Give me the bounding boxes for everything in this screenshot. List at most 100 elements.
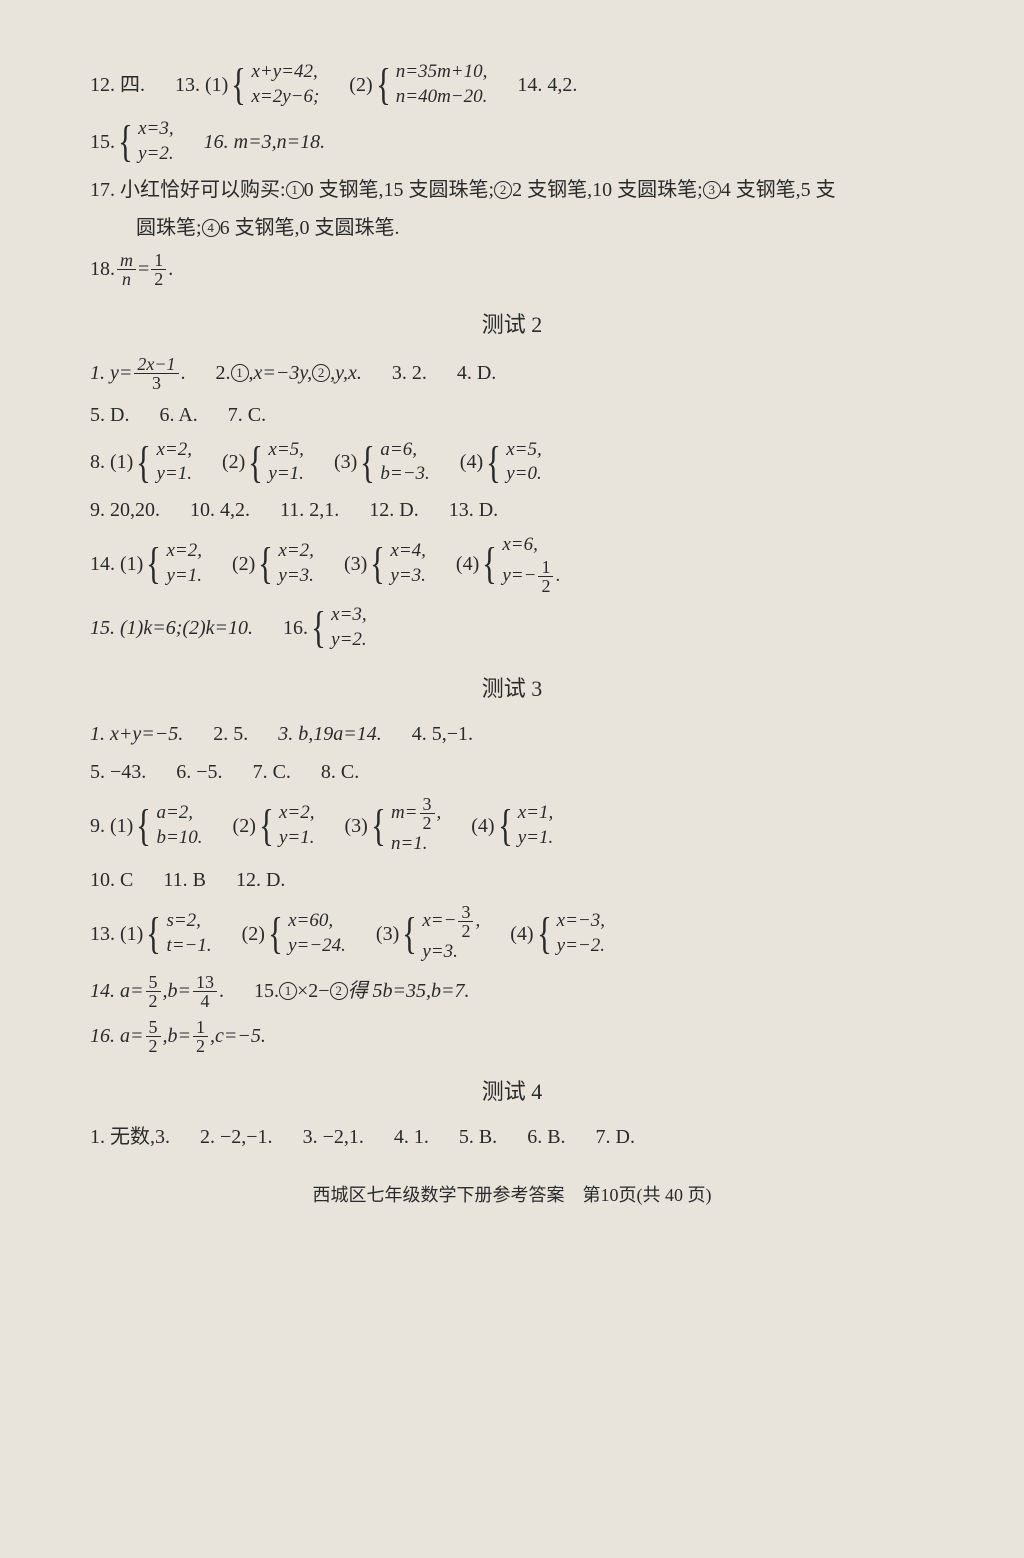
q14-4: (4) { x=6, y=− 1 2 . (456, 533, 560, 595)
brace-content: x=5, y=1. (268, 438, 304, 487)
t2-q9: 9. 20,20. (90, 495, 160, 525)
q8-3: (3) { a=6, b=−3. (334, 438, 430, 487)
eq-bot: y=−24. (288, 934, 346, 959)
brace-content: a=2, b=10. (156, 801, 202, 850)
eq-bot: y=− 1 2 . (502, 558, 560, 595)
eq-top: s=2, (166, 909, 211, 934)
fraction: 3 2 (420, 795, 435, 832)
circled-3-icon: 3 (703, 181, 721, 199)
t3-q12: 12. D. (236, 865, 285, 895)
mid: ,b= (163, 976, 192, 1006)
eq-top: n=35m+10, (396, 60, 488, 85)
line-17a: 17. 小红恰好可以购买: 1 0 支钢笔,15 支圆珠笔; 2 2 支钢笔,1… (90, 175, 934, 205)
label: (2) (242, 919, 265, 949)
line-17b: 圆珠笔; 4 6 支钢笔,0 支圆珠笔. (90, 213, 934, 243)
line-18: 18. m n = 1 2 . (90, 251, 934, 288)
eq-bot: y=3. (390, 564, 426, 589)
brace-icon: { (136, 806, 151, 846)
q15: 15. { x=3, y=2. (90, 117, 174, 166)
eq-top: x=60, (288, 909, 346, 934)
pre: x=− (422, 909, 456, 934)
eq-top: x=− 3 2 , (422, 903, 480, 940)
eq-bot: n=1. (391, 832, 441, 857)
t3-q11: 11. B (163, 865, 206, 895)
eq-top: x=2, (279, 801, 315, 826)
eq-top: m= 3 2 , (391, 795, 441, 832)
eq-bot: y=2. (331, 628, 367, 653)
eq-top: x=2, (166, 539, 202, 564)
fraction: 1 2 (193, 1018, 208, 1055)
q14: 14. 4,2. (517, 70, 577, 100)
brace-content: x=6, y=− 1 2 . (502, 533, 560, 595)
q2-t1: ,x=−3y, (249, 358, 313, 388)
test4-title: 测试 4 (90, 1075, 934, 1108)
eq-bot: y=1. (268, 462, 304, 487)
brace-icon: { (258, 544, 273, 584)
brace-content: s=2, t=−1. (166, 909, 211, 958)
t2-l4: 9. 20,20. 10. 4,2. 11. 2,1. 12. D. 13. D… (90, 495, 934, 525)
brace-group: { x=− 3 2 , y=3. (399, 903, 480, 965)
q16: 16. m=3,n=18. (204, 127, 325, 157)
frac-den: 2 (151, 270, 166, 288)
brace-content: x=3, y=2. (138, 117, 174, 166)
t2-q11: 11. 2,1. (280, 495, 339, 525)
t2-q3: 3. 2. (392, 358, 427, 388)
brace-content: x=60, y=−24. (288, 909, 346, 958)
eq-bot: y=3. (278, 564, 314, 589)
q14-1: 14. (1) { x=2, y=1. (90, 539, 202, 588)
brace-content: n=35m+10, n=40m−20. (396, 60, 488, 109)
eq-top: x=3, (138, 117, 174, 142)
brace-content: m= 3 2 , n=1. (391, 795, 441, 857)
frac-num: 3 (458, 903, 473, 922)
q15-label: 15. (90, 127, 115, 157)
brace-content: x=4, y=3. (390, 539, 426, 588)
label: (2) (222, 447, 245, 477)
brace-group: { x=3, y=2. (115, 117, 174, 166)
t2-q16: 16. { x=3, y=2. (283, 603, 367, 652)
post: , (475, 909, 480, 934)
frac-num: 1 (193, 1018, 208, 1037)
page-footer: 西城区七年级数学下册参考答案 第10页(共 40 页) (90, 1182, 934, 1209)
brace-group: { x+y=42, x=2y−6; (228, 60, 319, 109)
t2-q12: 12. D. (369, 495, 418, 525)
eq-bot: y=1. (166, 564, 202, 589)
t3-q1: 1. x+y=−5. (90, 719, 183, 749)
frac-den: 2 (420, 814, 435, 832)
frac-num: m (117, 251, 136, 270)
brace-icon: { (498, 806, 513, 846)
t3-q15: 15. 1 ×2− 2 得 5b=35,b=7. (254, 976, 470, 1006)
t4-l1: 1. 无数,3. 2. −2,−1. 3. −2,1. 4. 1. 5. B. … (90, 1122, 934, 1152)
brace-content: x=2, y=1. (279, 801, 315, 850)
q18-label: 18. (90, 254, 115, 284)
brace-group: { x=5, y=1. (245, 438, 304, 487)
t3-q14-15: 14. a= 5 2 ,b= 13 4 . 15. 1 ×2− 2 得 5b=3… (90, 973, 934, 1010)
q1-label: 1. y= (90, 358, 132, 388)
t3-q9: 9. (1) { a=2, b=10. (2) { x=2, y=1. (3) … (90, 795, 934, 857)
eq-bot: y=2. (138, 142, 174, 167)
label: (3) (334, 447, 357, 477)
circled-1-icon: 1 (286, 181, 304, 199)
label: (3) (376, 919, 399, 949)
q17-t4: 6 支钢笔,0 支圆珠笔. (220, 213, 400, 243)
eq-bot: x=2y−6; (251, 85, 319, 110)
frac-den: n (119, 270, 134, 288)
q2-t2: ,y,x. (330, 358, 362, 388)
brace-group: { x=3, y=2. (308, 603, 367, 652)
dot: . (181, 358, 186, 388)
eq-bot: y=1. (279, 826, 315, 851)
frac-den: 2 (193, 1037, 208, 1055)
q9-2: (2) { x=2, y=1. (233, 801, 315, 850)
eq-top: x=2, (156, 438, 192, 463)
t2-q1: 1. y= 2x−1 3 . (90, 355, 186, 392)
t2-l1: 1. y= 2x−1 3 . 2. 1 ,x=−3y, 2 ,y,x. 3. 2… (90, 355, 934, 392)
t3-q5: 5. −43. (90, 757, 146, 787)
circled-4-icon: 4 (202, 219, 220, 237)
t2-q13: 13. D. (449, 495, 498, 525)
t3-q2: 2. 5. (213, 719, 248, 749)
pre: y=− (502, 564, 536, 589)
brace-content: x=1, y=1. (518, 801, 554, 850)
label: (3) (344, 549, 367, 579)
label: (4) (471, 811, 494, 841)
eq-top: x=6, (502, 533, 560, 558)
eq-bot: b=10. (156, 826, 202, 851)
